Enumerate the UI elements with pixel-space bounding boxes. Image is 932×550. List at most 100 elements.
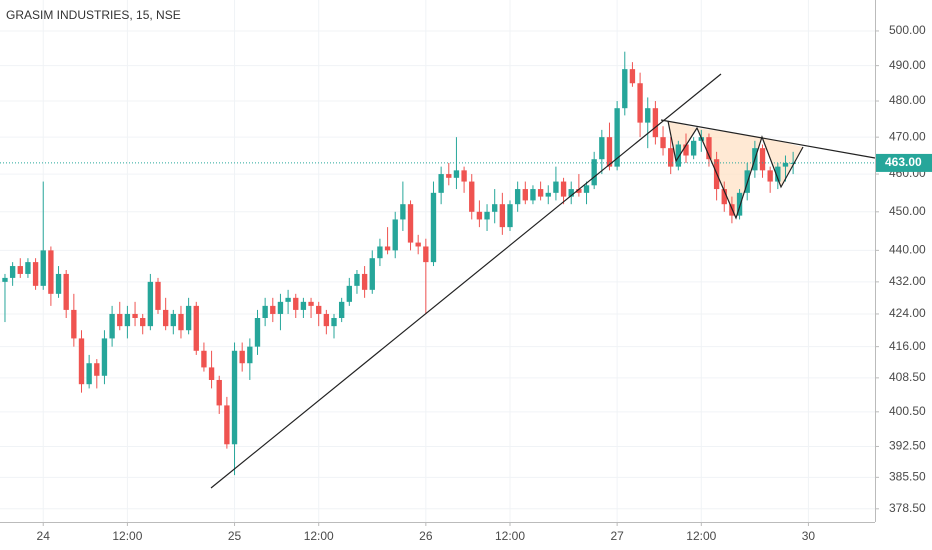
candle-body — [208, 367, 215, 380]
pattern-fill — [668, 121, 803, 218]
candle-body — [293, 297, 299, 310]
x-tick-label: 12:00 — [304, 529, 334, 543]
candle-body — [721, 189, 727, 205]
candle-body — [446, 174, 452, 178]
candle-body — [476, 211, 483, 220]
trend-line — [210, 73, 722, 489]
candle-body — [629, 69, 636, 84]
candle-body — [132, 313, 138, 319]
candle-body — [522, 189, 528, 201]
candle-body — [361, 273, 368, 290]
candle-body — [453, 170, 460, 178]
candle-body — [300, 301, 307, 310]
candle-body — [660, 137, 666, 149]
candle-body — [622, 69, 628, 109]
candle-body — [369, 258, 375, 290]
candle-body — [553, 181, 559, 193]
y-tick-label: 416.00 — [889, 339, 926, 353]
axes: 500.00490.00480.00470.00460.00450.00440.… — [37, 23, 932, 543]
candle-body — [185, 305, 192, 331]
y-tick-label: 440.00 — [889, 243, 926, 257]
candle-body — [759, 148, 766, 171]
candle-body — [346, 285, 352, 302]
candle-body — [438, 174, 444, 193]
candle-body — [354, 273, 360, 286]
candle-body — [124, 313, 131, 327]
y-tick-label: 378.50 — [889, 501, 926, 515]
candle-body — [423, 246, 429, 263]
candle-body — [568, 189, 574, 197]
candle-body — [583, 185, 590, 193]
candle-body — [338, 301, 345, 319]
candle-body — [40, 250, 46, 286]
candle-body — [400, 204, 406, 220]
candle-body — [782, 162, 789, 167]
candle-body — [216, 379, 222, 406]
candle-body — [254, 318, 261, 347]
candle-body — [78, 338, 85, 385]
y-tick-label: 490.00 — [889, 58, 926, 72]
x-tick-label: 27 — [610, 529, 624, 543]
x-tick-label: 30 — [802, 529, 816, 543]
candle-body — [492, 204, 498, 212]
candle-body — [706, 137, 712, 160]
x-tick-label: 26 — [419, 529, 433, 543]
candle-body — [384, 246, 391, 251]
candle-body — [377, 246, 383, 259]
candle-body — [767, 170, 773, 182]
candle-body — [407, 204, 414, 243]
candle-body — [86, 363, 92, 385]
candle-body — [170, 313, 176, 327]
candle-body — [499, 204, 506, 228]
candle-body — [392, 219, 398, 251]
candle-body — [675, 144, 682, 167]
candle-body — [645, 108, 651, 123]
candle-body — [599, 137, 605, 160]
candle-body — [530, 189, 536, 201]
candle-body — [736, 192, 743, 216]
candle-body — [461, 170, 467, 182]
candle-body — [117, 313, 123, 327]
x-tick-label: 24 — [37, 529, 51, 543]
candle-body — [484, 211, 490, 220]
x-tick-label: 12:00 — [495, 529, 525, 543]
candle-body — [775, 166, 781, 182]
candle-body — [591, 159, 597, 186]
x-tick-label: 25 — [228, 529, 242, 543]
candle-body — [270, 305, 276, 314]
candle-body — [277, 301, 284, 314]
candle-body — [507, 204, 513, 228]
candle-body — [71, 309, 77, 339]
candle-body — [63, 273, 69, 310]
candle-body — [285, 297, 291, 302]
candle-body — [32, 262, 39, 286]
y-tick-label: 470.00 — [889, 129, 926, 143]
candle-body — [614, 108, 620, 167]
candle-body — [224, 405, 230, 445]
pattern-outline — [667, 120, 804, 220]
candle-body — [155, 281, 161, 310]
candle-body — [545, 192, 551, 197]
candle-body — [101, 338, 108, 376]
x-tick-label: 12:00 — [112, 529, 142, 543]
candle-body — [262, 305, 268, 319]
candle-body — [469, 181, 475, 212]
candle-body — [323, 313, 330, 327]
candle-body — [162, 309, 169, 327]
candle-body — [17, 266, 23, 274]
candle-body — [415, 242, 421, 247]
chart-title: GRASIM INDUSTRIES, 15, NSE — [6, 8, 181, 22]
candle-body — [109, 313, 115, 339]
candle-body — [537, 189, 544, 197]
candle-body — [247, 346, 253, 364]
candle-body — [2, 277, 8, 282]
candle-body — [430, 192, 437, 263]
y-tick-label: 408.50 — [889, 370, 926, 384]
y-tick-label: 400.50 — [889, 404, 926, 418]
candle-body — [652, 108, 659, 138]
candle-body — [690, 140, 697, 156]
candle-body — [606, 137, 613, 167]
neckline — [660, 119, 876, 159]
